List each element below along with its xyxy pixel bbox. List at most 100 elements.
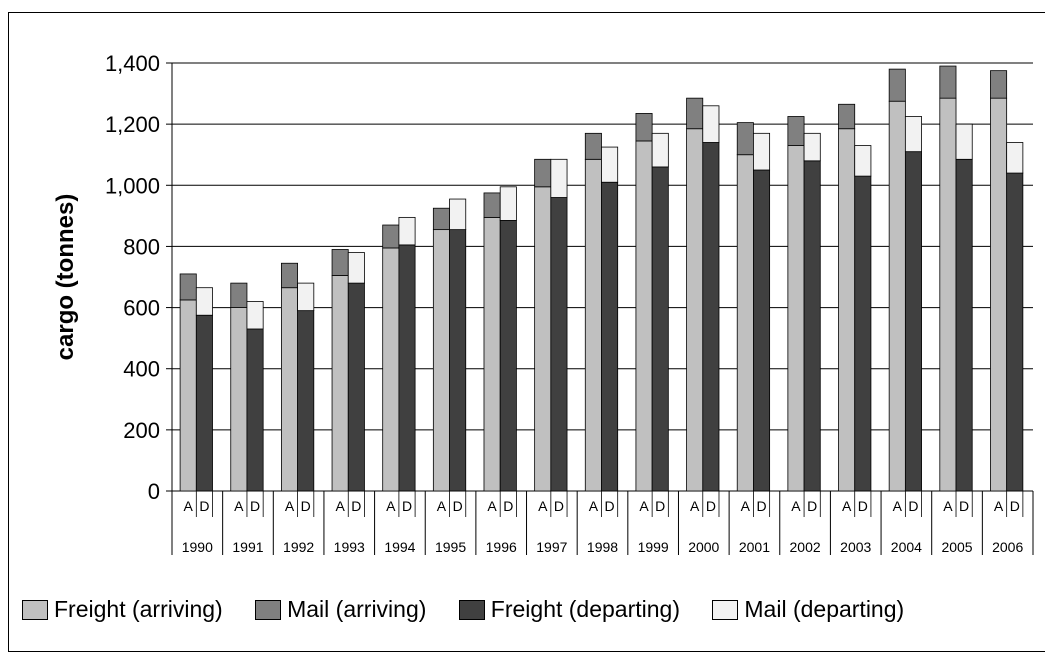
legend-item-freight-arriving: Freight (arriving) [22,596,223,623]
bar-freight-arriving [280,287,299,492]
x-sublabel-arriving: A [943,498,953,514]
x-sublabel-arriving: A [589,498,599,514]
x-year-label: 1992 [283,539,314,555]
y-axis-label: cargo (tonnes) [52,194,79,361]
y-tick-label: 400 [123,357,160,382]
legend-swatch-freight-arriving [22,599,48,620]
x-sublabel-departing: D [1010,498,1020,514]
bar-mail-arriving [382,224,400,249]
bar-freight-arriving [736,154,754,492]
y-tick-label: 1,200 [105,112,160,137]
x-sublabel-arriving: A [538,498,548,514]
bar-freight-departing [753,169,771,492]
bar-freight-departing [246,328,264,492]
bar-mail-arriving [179,273,197,301]
x-sublabel-arriving: A [386,498,396,514]
bar-freight-departing [449,229,467,492]
x-sublabel-departing: D [756,498,766,514]
x-sublabel-arriving: A [690,498,700,514]
bar-mail-arriving [838,103,856,130]
bar-mail-arriving [230,282,248,308]
y-tick-label: 1,000 [105,173,160,198]
bar-freight-arriving [635,140,653,492]
y-tick-label: 600 [123,296,160,321]
bar-mail-arriving [331,249,349,276]
x-sublabel-arriving: A [791,498,801,514]
bar-mail-departing [297,282,315,312]
x-sublabel-departing: D [858,498,868,514]
bar-freight-arriving [331,275,349,492]
y-tick-label: 800 [123,234,160,259]
x-year-label: 2000 [688,539,719,555]
bar-mail-departing [398,216,416,246]
bar-mail-arriving [534,158,552,188]
legend-label-mail-arriving: Mail (arriving) [287,596,427,622]
x-year-label: 1998 [587,539,618,555]
legend-label-mail-departing: Mail (departing) [744,596,905,622]
x-year-label: 1997 [536,539,567,555]
x-year-label: 2004 [891,539,922,555]
bar-mail-departing [195,287,213,316]
bar-mail-arriving [686,97,704,130]
x-sublabel-arriving: A [335,498,345,514]
x-sublabel-departing: D [453,498,463,514]
bar-freight-departing [398,244,416,492]
chart-legend: Freight (arriving) Mail (arriving) Freig… [22,596,930,626]
bar-freight-departing [347,282,365,492]
bar-mail-departing [499,186,517,221]
x-sublabel-departing: D [351,498,361,514]
bar-mail-arriving [280,262,299,289]
chart-plot: cargo (tonnes) 0 200 400 600 800 1,000 1,200 1,4… [52,51,1034,555]
bar-freight-departing [297,310,315,492]
bar-freight-arriving [939,97,957,492]
bar-freight-arriving [382,247,400,492]
legend-label-freight-arriving: Freight (arriving) [54,596,223,622]
legend-swatch-mail-arriving [255,599,282,620]
bar-freight-arriving [432,229,450,492]
x-sublabel-arriving: A [234,498,244,514]
x-sublabel-arriving: A [994,498,1004,514]
bar-mail-arriving [736,122,754,156]
x-sublabel-departing: D [199,498,209,514]
x-sublabel-departing: D [402,498,412,514]
x-sublabel-departing: D [250,498,260,514]
legend-item-mail-departing: Mail (departing) [712,596,904,623]
x-sublabel-arriving: A [842,498,852,514]
x-sublabel-departing: D [655,498,665,514]
bar-mail-departing [246,301,264,330]
bar-freight-arriving [230,307,248,492]
bar-mail-arriving [939,65,957,99]
bar-freight-arriving [179,299,197,492]
bar-freight-departing [651,166,669,492]
bar-mail-departing [651,132,669,168]
bar-mail-arriving [432,207,450,231]
x-year-label: 1999 [638,539,669,555]
legend-swatch-mail-departing [712,599,739,620]
bar-freight-departing [803,160,821,492]
bar-mail-arriving [584,132,602,160]
bar-mail-arriving [787,116,805,146]
bar-freight-arriving [534,186,552,492]
bar-freight-departing [854,175,872,492]
x-sublabel-departing: D [605,498,615,514]
legend-swatch-freight-departing [458,599,485,620]
x-year-label: 1991 [232,539,263,555]
x-sublabel-arriving: A [639,498,649,514]
bar-freight-arriving [584,158,602,492]
bar-mail-arriving [888,68,906,102]
legend-item-freight-departing: Freight (departing) [458,596,680,623]
x-year-label: 2006 [992,539,1023,555]
bar-freight-departing [955,158,973,492]
bar-freight-arriving [838,128,856,492]
bar-freight-departing [601,181,619,492]
legend-item-mail-arriving: Mail (arriving) [255,596,426,623]
x-year-label: 2001 [739,539,770,555]
legend-label-freight-departing: Freight (departing) [490,596,680,622]
x-sublabel-arriving: A [285,498,295,514]
x-year-label: 1995 [435,539,466,555]
x-sublabel-arriving: A [741,498,751,514]
y-tick-label: 1,400 [105,51,160,76]
x-year-label: 2002 [790,539,821,555]
x-year-label: 1996 [486,539,517,555]
x-year-label: 2005 [941,539,972,555]
